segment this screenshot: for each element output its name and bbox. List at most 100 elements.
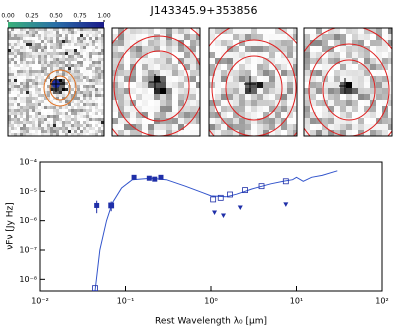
- pixel: [86, 67, 89, 70]
- pixel: [275, 58, 281, 64]
- pixel: [101, 46, 104, 49]
- pixel: [184, 94, 190, 100]
- pixel: [53, 58, 56, 61]
- pixel: [71, 124, 74, 127]
- pixel: [59, 97, 62, 100]
- pixel: [44, 49, 47, 52]
- pixel: [74, 100, 77, 103]
- pixel: [346, 130, 352, 136]
- pixel: [89, 109, 92, 112]
- pixel: [14, 112, 17, 115]
- pixel: [50, 49, 53, 52]
- pixel: [17, 109, 20, 112]
- pixel: [17, 31, 20, 34]
- pixel: [98, 97, 101, 100]
- pixel: [71, 55, 74, 58]
- pixel: [233, 58, 239, 64]
- pixel: [41, 76, 44, 79]
- pixel: [23, 124, 26, 127]
- pixel: [340, 46, 346, 52]
- pixel: [166, 124, 172, 130]
- pixel: [388, 52, 392, 58]
- pixel: [59, 49, 62, 52]
- pixel: [86, 103, 89, 106]
- pixel: [17, 130, 20, 133]
- pixel: [376, 106, 382, 112]
- pixel: [32, 43, 35, 46]
- pixel: [83, 127, 86, 130]
- pixel: [59, 94, 62, 97]
- pixel: [101, 55, 104, 58]
- pixel: [98, 58, 101, 61]
- pixel: [352, 82, 358, 88]
- pixel: [50, 112, 53, 115]
- pixel: [92, 52, 95, 55]
- pixel: [184, 52, 190, 58]
- pixel: [148, 46, 154, 52]
- pixel: [154, 58, 160, 64]
- pixel: [118, 64, 124, 70]
- pixel: [275, 88, 281, 94]
- pixel: [59, 52, 62, 55]
- pixel: [118, 88, 124, 94]
- colorbar: [8, 22, 104, 28]
- pixel: [86, 133, 89, 136]
- pixel: [346, 58, 352, 64]
- pixel: [32, 55, 35, 58]
- pixel: [196, 52, 200, 58]
- pixel: [62, 88, 65, 91]
- pixel: [62, 49, 65, 52]
- pixel: [293, 106, 297, 112]
- pixel: [293, 112, 297, 118]
- pixel: [8, 130, 11, 133]
- pixel: [44, 55, 47, 58]
- pixel: [346, 118, 352, 124]
- pixel: [26, 49, 29, 52]
- data-point: [210, 196, 217, 203]
- pixel: [38, 79, 41, 82]
- pixel: [26, 82, 29, 85]
- pixel: [245, 100, 251, 106]
- pixel: [62, 67, 65, 70]
- pixel: [251, 124, 257, 130]
- pixel: [32, 112, 35, 115]
- pixel: [89, 82, 92, 85]
- pixel: [8, 40, 11, 43]
- pixel: [221, 124, 227, 130]
- pixel: [56, 130, 59, 133]
- pixel: [83, 94, 86, 97]
- pixel: [56, 118, 59, 121]
- pixel: [304, 64, 310, 70]
- pixel: [80, 76, 83, 79]
- pixel: [14, 82, 17, 85]
- pixel: [83, 61, 86, 64]
- pixel: [26, 127, 29, 130]
- pixel: [334, 64, 340, 70]
- pixel: [172, 88, 178, 94]
- pixel: [44, 73, 47, 76]
- pixel: [95, 94, 98, 97]
- pixel: [71, 64, 74, 67]
- pixel: [92, 133, 95, 136]
- pixel: [29, 55, 32, 58]
- pixel: [269, 106, 275, 112]
- pixel: [65, 40, 68, 43]
- pixel: [227, 94, 233, 100]
- pixel: [178, 64, 184, 70]
- pixel: [35, 52, 38, 55]
- pixel: [56, 64, 59, 67]
- pixel: [17, 88, 20, 91]
- pixel: [196, 94, 200, 100]
- pixel: [346, 34, 352, 40]
- pixel: [184, 40, 190, 46]
- pixel: [41, 103, 44, 106]
- pixel: [166, 130, 172, 136]
- pixel: [178, 76, 184, 82]
- pixel: [11, 133, 14, 136]
- pixel: [8, 121, 11, 124]
- pixel: [11, 112, 14, 115]
- pixel: [382, 40, 388, 46]
- pixel: [44, 31, 47, 34]
- pixel: [166, 40, 172, 46]
- pixel: [62, 118, 65, 121]
